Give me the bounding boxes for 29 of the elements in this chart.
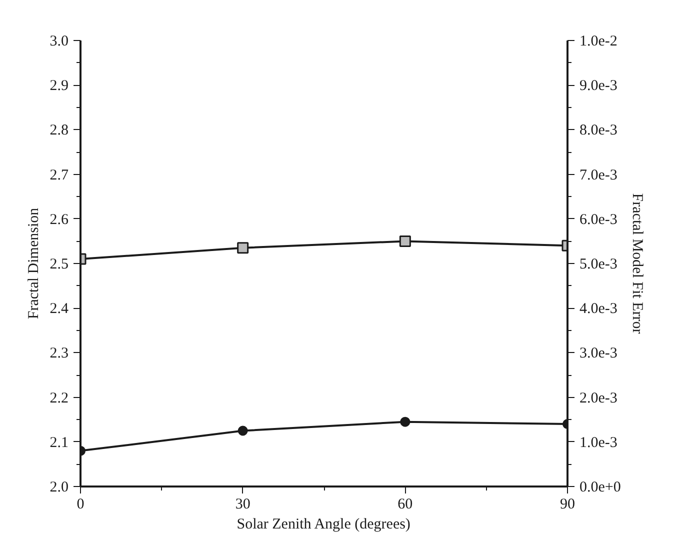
y2-tick-label: 4.0e-3 <box>580 301 618 318</box>
y-tick-label: 2.3 <box>50 346 68 362</box>
y-tick-label: 2.8 <box>50 122 68 139</box>
y2-tick-label: 1.0e-3 <box>580 434 618 451</box>
y2-tick-label: 0.0e+0 <box>580 480 621 496</box>
y-tick-label: 2.9 <box>50 78 68 94</box>
y2-tick-label: 1.0e-2 <box>580 34 618 50</box>
x-tick-label: 0 <box>76 496 84 512</box>
x-tick-label: 60 <box>398 496 413 512</box>
y-tick-label: 2.2 <box>50 390 68 406</box>
y-axis-title: Fractal Dimension <box>26 207 42 320</box>
y2-tick-label: 6.0e-3 <box>580 212 618 228</box>
x-tick-label: 90 <box>560 496 575 512</box>
y2-tick-label: 5.0e-3 <box>580 256 618 272</box>
y2-tick-label: 3.0e-3 <box>580 346 618 362</box>
y2-tick-label: 8.0e-3 <box>580 122 618 139</box>
y-tick-label: 2.7 <box>50 167 69 184</box>
y-tick-label: 2.5 <box>50 256 68 272</box>
y2-axis-title: Fractal Model Fit Error <box>628 193 645 334</box>
y2-tick-label: 9.0e-3 <box>580 78 618 94</box>
y2-tick-label: 7.0e-3 <box>580 167 618 184</box>
x-tick-label: 30 <box>235 496 250 512</box>
y-tick-label: 2.1 <box>50 434 68 451</box>
y2-tick-label: 2.0e-3 <box>580 390 618 406</box>
y-tick-label: 2.4 <box>50 301 69 318</box>
y-tick-label: 2.6 <box>50 212 69 228</box>
y-tick-label: 2.0 <box>50 480 68 496</box>
y-tick-label: 3.0 <box>50 34 68 50</box>
x-axis-title: Solar Zenith Angle (degrees) <box>236 516 410 532</box>
